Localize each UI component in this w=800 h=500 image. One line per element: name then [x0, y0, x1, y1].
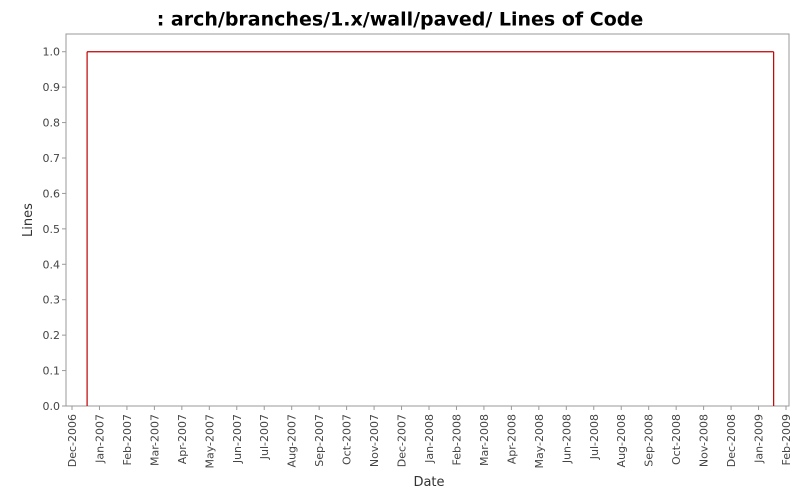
y-tick-label: 0.1: [43, 365, 61, 378]
x-tick-label: Aug-2008: [615, 414, 628, 467]
x-tick-label: Feb-2009: [780, 414, 793, 465]
y-tick-label: 0.6: [43, 187, 61, 200]
x-tick-label: Mar-2008: [478, 414, 491, 466]
x-axis-label: Date: [413, 475, 444, 490]
x-tick-label: Sep-2007: [313, 414, 326, 467]
x-tick-label: Nov-2007: [368, 414, 381, 467]
x-tick-label: Apr-2007: [176, 414, 189, 464]
chart-title: : arch/branches/1.x/wall/paved/ Lines of…: [157, 9, 644, 31]
x-tick-label: Dec-2007: [396, 414, 409, 467]
x-tick-label: Jan-2007: [93, 414, 106, 464]
y-axis-label: Lines: [21, 203, 36, 237]
y-tick-label: 0.4: [43, 258, 61, 271]
y-tick-label: 0.0: [43, 400, 61, 413]
x-tick-label: Aug-2007: [286, 414, 299, 467]
plot-area: [65, 33, 790, 407]
x-tick-label: Jan-2009: [753, 414, 766, 464]
x-tick-label: Jun-2008: [560, 414, 573, 464]
x-tick-label: Jul-2008: [588, 414, 601, 460]
x-tick-label: May-2007: [203, 414, 216, 469]
x-tick-label: Oct-2008: [670, 414, 683, 465]
x-tick-label: Apr-2008: [505, 414, 518, 464]
x-tick-label: Dec-2008: [725, 414, 738, 467]
x-tick-label: Dec-2006: [66, 414, 79, 467]
x-tick-label: Jan-2008: [423, 414, 436, 464]
y-tick-label: 0.9: [43, 81, 61, 94]
x-tick-label: Mar-2007: [148, 414, 161, 466]
x-tick-label: Oct-2007: [341, 414, 354, 465]
y-tick-label: 0.8: [43, 117, 61, 130]
x-tick-label: Jun-2007: [231, 414, 244, 464]
x-tick-label: Nov-2008: [698, 414, 711, 467]
x-tick-label: Sep-2008: [643, 414, 656, 467]
y-tick-label: 0.5: [43, 223, 61, 236]
y-tick-label: 1.0: [43, 46, 61, 59]
x-tick-label: Feb-2007: [121, 414, 134, 465]
x-tick-label: Feb-2008: [450, 414, 463, 465]
y-tick-label: 0.3: [43, 294, 61, 307]
x-tick-label: Jul-2007: [258, 414, 271, 460]
x-tick-label: May-2008: [533, 414, 546, 469]
y-tick-label: 0.2: [43, 329, 61, 342]
y-tick-label: 0.7: [43, 152, 61, 165]
